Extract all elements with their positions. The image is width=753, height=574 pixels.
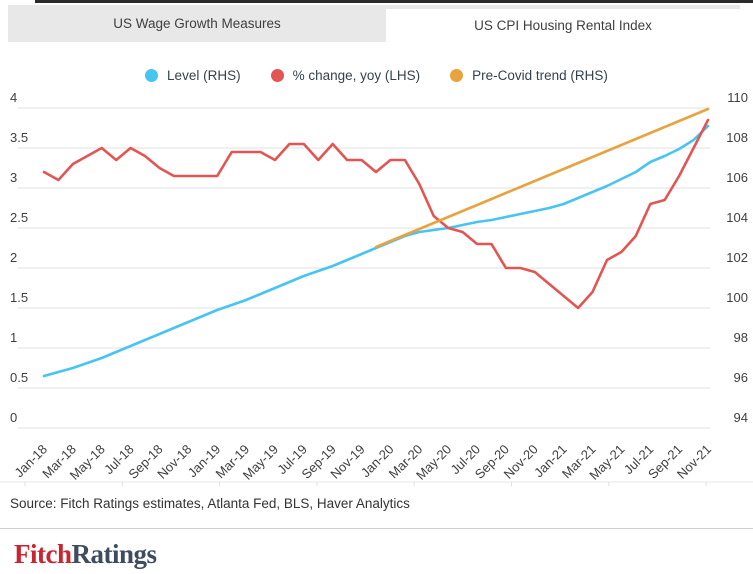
- legend-label: Pre-Covid trend (RHS): [472, 67, 608, 83]
- tab-bar: US Wage Growth Measures US CPI Housing R…: [8, 5, 740, 42]
- legend-label: % change, yoy (LHS): [292, 67, 421, 83]
- logo-ratings-text: Ratings: [71, 539, 158, 569]
- pct-change-series-dot-icon: [270, 68, 284, 82]
- source-note: Source: Fitch Ratings estimates, Atlanta…: [10, 496, 410, 511]
- right-axis-tick-label: 98: [734, 330, 748, 345]
- legend-item-pre-covid-trend[interactable]: Pre-Covid trend (RHS): [450, 68, 608, 83]
- tab-label: US Wage Growth Measures: [113, 16, 281, 31]
- tab-label: US CPI Housing Rental Index: [474, 18, 652, 33]
- left-axis-tick-label: 3.5: [10, 130, 28, 145]
- left-axis-tick-label: 2.5: [10, 210, 28, 225]
- tab-us-cpi-housing-rental-index[interactable]: US CPI Housing Rental Index: [386, 9, 740, 42]
- left-axis-tick-label: 3: [10, 170, 17, 185]
- right-axis-tick-label: 94: [734, 410, 748, 425]
- right-axis-tick-label: 102: [726, 250, 748, 265]
- left-axis-tick-label: 4: [10, 90, 17, 105]
- tab-us-wage-growth-measures[interactable]: US Wage Growth Measures: [8, 5, 386, 42]
- footer-divider: [0, 528, 753, 529]
- left-axis-tick-label: 1: [10, 330, 17, 345]
- right-axis-tick-label: 100: [726, 290, 748, 305]
- series-line-pre-covid-trend-rhs-: [374, 107, 710, 249]
- series-line-level-rhs-: [42, 124, 710, 378]
- right-axis-tick-label: 104: [726, 210, 748, 225]
- right-axis-tick-label: 96: [734, 370, 748, 385]
- left-axis-tick-label: 2: [10, 250, 17, 265]
- logo-fitch-text: Fitch: [14, 539, 72, 569]
- level-series-dot-icon: [145, 68, 159, 82]
- legend-label: Level (RHS): [167, 67, 241, 83]
- pre-covid-trend-series-dot-icon: [450, 68, 464, 82]
- chart-legend: Level (RHS) % change, yoy (LHS) Pre-Covi…: [0, 62, 753, 88]
- left-axis-tick-label: 0.5: [10, 370, 28, 385]
- left-axis-tick-label: 1.5: [10, 290, 28, 305]
- fitch-ratings-logo: FitchRatings: [14, 539, 157, 570]
- line-chart-canvas: 0 94 0.5 96 1 98 1.5 100 2 102 2.5 104 3 106 3.5 108 4 11…: [0, 90, 753, 486]
- top-border-line: [35, 0, 753, 3]
- legend-item-pct-change[interactable]: % change, yoy (LHS): [270, 67, 421, 83]
- right-axis-tick-label: 106: [726, 170, 748, 185]
- legend-item-level[interactable]: Level (RHS): [145, 68, 241, 83]
- right-axis-tick-label: 110: [727, 90, 748, 105]
- left-axis-tick-label: 0: [10, 410, 17, 425]
- right-axis-tick-label: 108: [726, 130, 748, 145]
- series-line--change-yoy-lhs-: [42, 118, 710, 310]
